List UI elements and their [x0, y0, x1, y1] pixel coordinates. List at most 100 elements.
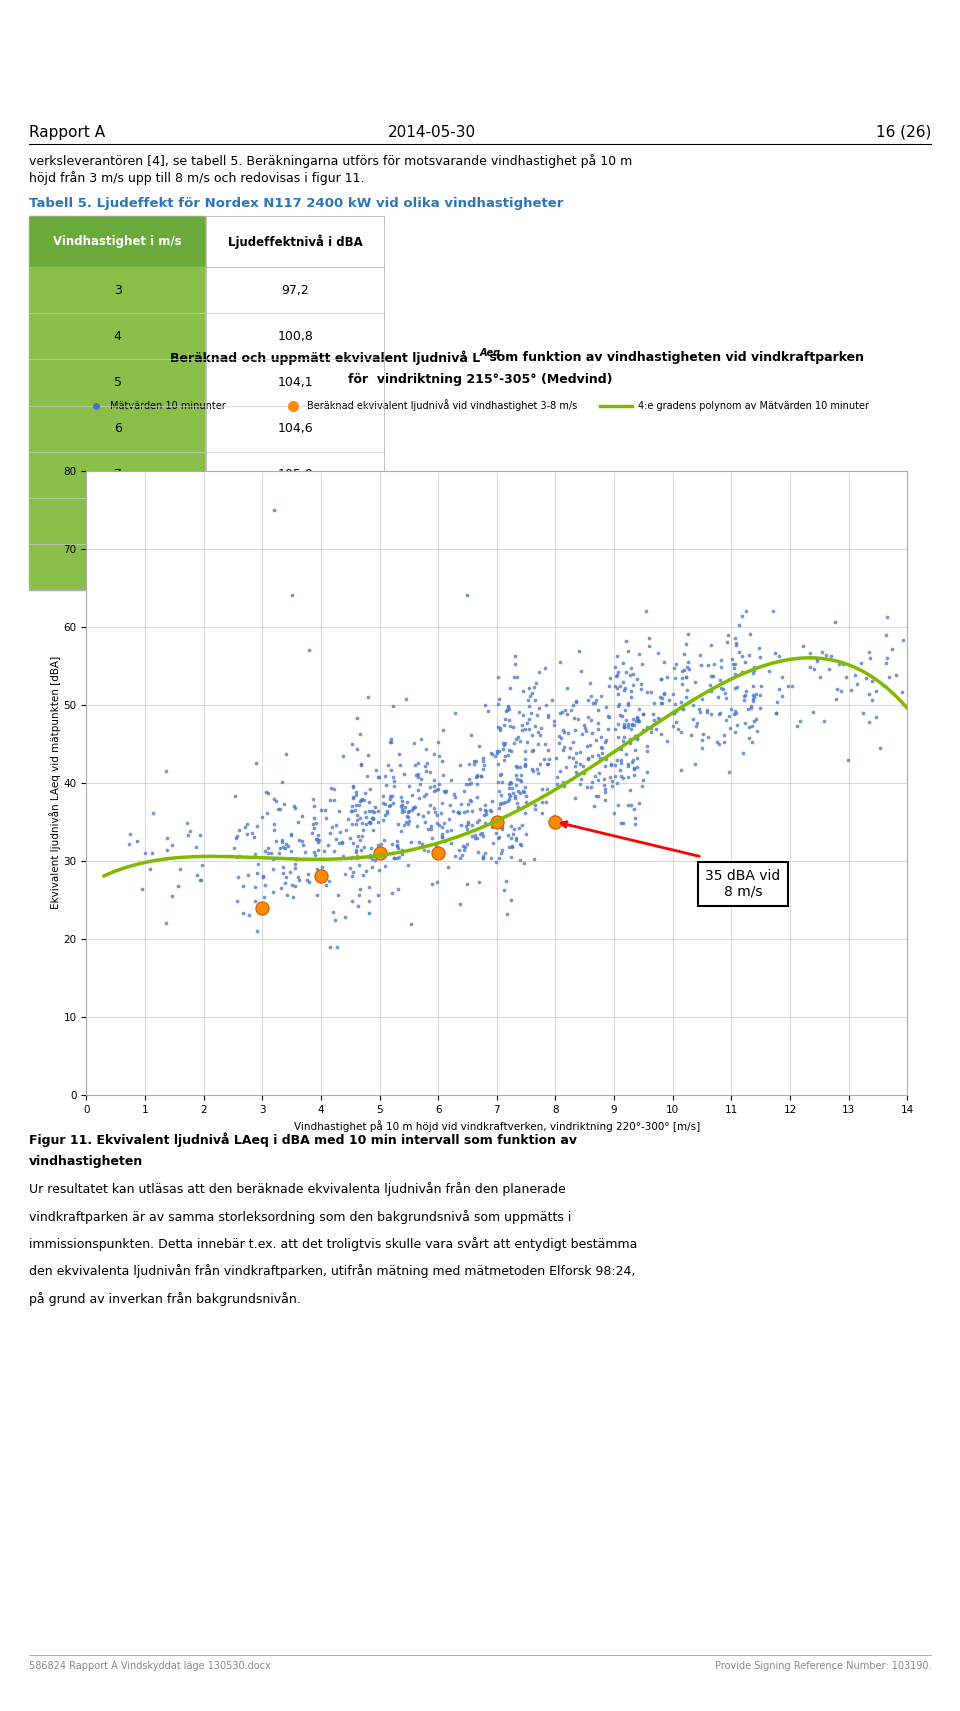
Point: [498, 867, 514, 895]
Text: höjd från 3 m/s upp till 8 m/s och redovisas i figur 11.: höjd från 3 m/s upp till 8 m/s och redov…: [29, 171, 364, 185]
Point: [276, 833, 291, 861]
Point: [326, 775, 342, 802]
Point: [540, 703, 556, 731]
Point: [630, 707, 645, 734]
Point: [348, 796, 363, 823]
Point: [285, 871, 300, 898]
Point: [693, 652, 708, 679]
Point: [471, 867, 487, 895]
Point: [477, 809, 492, 837]
Point: [831, 650, 847, 678]
Point: [235, 873, 251, 900]
Point: [711, 700, 727, 727]
Point: [552, 722, 567, 749]
Point: [278, 830, 294, 857]
Point: [504, 844, 519, 871]
Point: [753, 695, 768, 722]
Point: [524, 722, 540, 749]
Point: [623, 792, 638, 820]
Point: [122, 820, 137, 847]
Point: [621, 713, 636, 741]
Point: [772, 642, 787, 669]
Point: [309, 856, 324, 883]
Point: [371, 856, 386, 883]
Point: [618, 659, 634, 686]
Point: [275, 828, 290, 856]
Point: [818, 642, 833, 669]
Point: [311, 828, 326, 856]
Point: [537, 746, 552, 773]
Point: [727, 674, 742, 702]
Point: [317, 796, 332, 823]
Point: [615, 727, 631, 755]
Point: [354, 823, 370, 850]
Point: [752, 643, 767, 671]
Point: [254, 802, 270, 830]
Point: [491, 713, 506, 741]
Point: [855, 700, 871, 727]
Point: [590, 743, 606, 770]
Point: [373, 830, 389, 857]
Point: [410, 801, 425, 828]
Point: [270, 844, 285, 871]
Point: [713, 674, 729, 702]
Point: [654, 666, 669, 693]
Point: [251, 850, 266, 878]
Point: [419, 780, 434, 808]
Point: [501, 785, 516, 813]
Point: [472, 820, 488, 847]
Point: [142, 856, 157, 883]
Point: [481, 698, 496, 725]
Point: [597, 779, 612, 806]
Point: [572, 751, 588, 779]
Point: [283, 838, 299, 866]
Point: [552, 648, 567, 676]
Point: [409, 813, 424, 840]
Point: [650, 708, 665, 736]
Point: [349, 802, 365, 830]
Point: [276, 790, 292, 818]
Point: [447, 784, 463, 811]
Bar: [206, 452, 384, 498]
Point: [674, 719, 689, 746]
Point: [395, 790, 410, 818]
Point: [712, 700, 728, 727]
Point: [180, 821, 195, 849]
Point: [644, 678, 660, 705]
Point: [423, 814, 439, 842]
Point: [366, 797, 381, 825]
Point: [525, 736, 540, 763]
Point: [544, 686, 560, 713]
Point: [400, 802, 416, 830]
Point: [524, 737, 540, 765]
Point: [679, 676, 694, 703]
Point: [274, 874, 289, 902]
Point: [389, 844, 404, 871]
Point: [377, 852, 393, 879]
Point: [546, 802, 562, 830]
Point: [632, 640, 647, 667]
Point: [345, 844, 360, 871]
Text: 5: 5: [113, 376, 122, 388]
Point: [639, 679, 655, 707]
Point: [455, 842, 470, 869]
Point: [681, 688, 696, 715]
Point: [676, 640, 691, 667]
Point: [505, 833, 520, 861]
Point: [387, 845, 402, 873]
Point: [744, 712, 759, 739]
Point: [721, 702, 736, 729]
Text: verksleverantören [4], se tabell 5. Beräkningarna utförs för motsvarande vindhas: verksleverantören [4], se tabell 5. Berä…: [29, 154, 632, 168]
Point: [471, 732, 487, 760]
Point: [237, 813, 252, 840]
Point: [319, 871, 334, 898]
Point: [469, 809, 485, 837]
Point: [602, 703, 617, 731]
Point: [409, 761, 424, 789]
Point: [498, 698, 514, 725]
Point: [604, 768, 619, 796]
Point: [600, 715, 615, 743]
Point: [565, 729, 581, 756]
Point: [725, 650, 740, 678]
Point: [272, 840, 287, 867]
